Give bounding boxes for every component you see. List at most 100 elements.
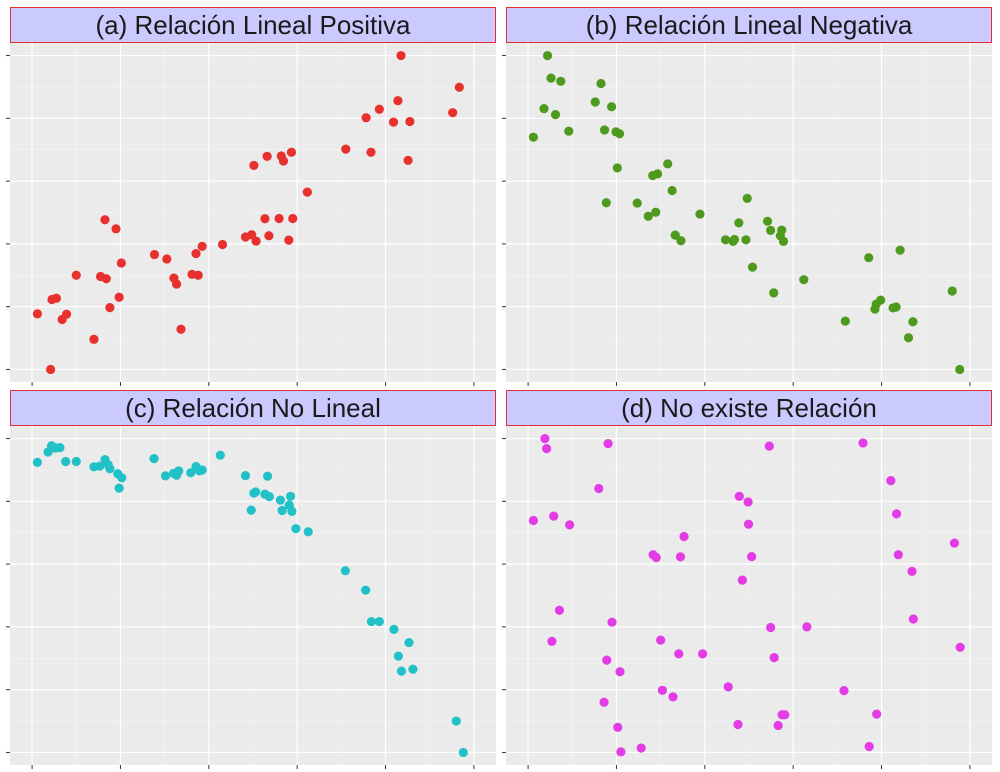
scatter-point-b-3 (546, 73, 556, 83)
scatter-point-d-22 (675, 552, 686, 562)
facet-strip-a: (a) Relación Lineal Positiva (10, 7, 496, 43)
scatter-point-b-18 (651, 207, 661, 217)
scatter-point-d-41 (864, 741, 874, 752)
scatter-point-c-33 (277, 505, 287, 516)
scatter-point-d-40 (858, 438, 868, 448)
scatter-point-d-23 (679, 531, 689, 542)
scatter-point-b-46 (895, 245, 905, 255)
scatter-point-d-20 (668, 692, 678, 702)
scatter-point-a-46 (403, 155, 413, 165)
scatter-point-d-12 (613, 722, 623, 732)
scatter-point-b-11 (606, 102, 617, 112)
scatter-point-d-3 (547, 636, 557, 646)
scatter-point-c-6 (71, 456, 81, 467)
scatter-point-b-29 (741, 235, 751, 245)
scatter-point-a-6 (71, 270, 81, 280)
scatter-point-b-16 (643, 211, 653, 221)
scatter-point-c-36 (287, 506, 297, 516)
scatter-point-c-26 (246, 505, 256, 515)
scatter-point-a-5 (61, 309, 72, 319)
scatter-point-a-23 (197, 241, 207, 251)
scatter-point-d-30 (743, 519, 754, 529)
scatter-point-a-31 (264, 231, 274, 241)
scatter-point-a-47 (405, 116, 415, 127)
scatter-point-b-9 (599, 125, 610, 135)
scatter-point-c-30 (262, 471, 273, 481)
scatter-point-c-25 (240, 470, 251, 481)
scatter-point-a-48 (448, 108, 458, 118)
scatter-point-b-31 (747, 262, 758, 272)
scatter-point-c-16 (160, 471, 171, 481)
scatter-point-d-43 (886, 476, 896, 486)
scatter-point-a-1 (46, 364, 56, 375)
scatter-point-d-26 (733, 719, 743, 730)
scatter-point-c-11 (105, 464, 115, 474)
scatter-point-a-49 (454, 82, 464, 92)
scatter-point-a-10 (101, 274, 111, 284)
scatter-point-d-7 (594, 483, 604, 494)
scatter-point-a-24 (217, 239, 228, 250)
scatter-point-c-32 (275, 495, 285, 505)
scatter-point-c-8 (95, 461, 105, 471)
scatter-point-d-45 (893, 550, 903, 560)
facet-strip-d: (d) No existe Relación (506, 390, 992, 426)
scatter-point-a-3 (51, 293, 61, 303)
scatter-point-c-44 (393, 651, 403, 661)
scatter-point-b-30 (742, 193, 752, 203)
scatter-point-a-13 (114, 292, 124, 302)
facet-title-a: (a) Relación Lineal Positiva (95, 9, 411, 40)
scatter-point-c-23 (197, 465, 207, 475)
scatter-point-d-34 (769, 653, 779, 663)
scatter-point-d-49 (955, 642, 965, 652)
scatter-point-c-49 (458, 747, 468, 758)
scatter-point-c-48 (451, 716, 461, 726)
facet-title-c: (c) Relación No Lineal (125, 392, 381, 423)
scatter-point-a-22 (193, 270, 203, 280)
scatter-point-d-33 (766, 622, 776, 633)
scatter-point-d-44 (891, 509, 902, 519)
scatter-point-d-37 (780, 710, 790, 720)
scatter-point-c-41 (366, 616, 377, 627)
scatter-point-b-21 (667, 185, 677, 196)
scatter-point-b-25 (720, 235, 731, 245)
scatter-point-c-15 (149, 454, 159, 464)
scatter-point-d-17 (651, 552, 661, 563)
scatter-point-a-19 (176, 324, 186, 334)
scatter-panel-c (6, 426, 496, 769)
scatter-point-d-31 (747, 551, 757, 562)
scatter-point-a-39 (341, 144, 351, 154)
scatter-point-d-0 (528, 515, 538, 526)
scatter-point-b-13 (612, 163, 622, 173)
scatter-point-d-5 (554, 605, 565, 615)
scatter-point-c-38 (303, 527, 313, 537)
scatter-point-a-29 (260, 214, 270, 224)
scatter-point-a-18 (171, 279, 182, 289)
scatter-point-b-15 (632, 198, 642, 208)
scatter-point-d-47 (908, 614, 918, 624)
scatter-point-b-6 (564, 126, 574, 136)
scatter-point-a-12 (111, 224, 121, 234)
scatter-point-b-19 (652, 169, 663, 179)
scatter-point-a-43 (388, 117, 399, 127)
scatter-point-c-4 (55, 443, 65, 453)
scatter-point-a-45 (396, 50, 406, 61)
scatter-point-a-34 (278, 156, 289, 166)
scatter-point-a-37 (288, 213, 298, 224)
scatter-point-d-15 (636, 743, 646, 753)
scatter-point-b-22 (670, 230, 680, 240)
scatter-point-d-46 (907, 566, 917, 576)
scatter-point-a-40 (361, 113, 371, 123)
scatter-point-b-33 (766, 225, 776, 235)
scatter-point-a-42 (374, 104, 384, 114)
scatter-point-b-2 (542, 50, 553, 61)
scatter-point-d-38 (802, 622, 812, 632)
scatter-point-d-39 (839, 686, 849, 696)
scatter-point-d-8 (599, 697, 609, 707)
scatter-point-d-35 (773, 720, 783, 731)
scatter-point-a-0 (32, 309, 42, 319)
scatter-panel-a (6, 43, 496, 386)
scatter-point-c-42 (374, 616, 384, 627)
scatter-point-a-9 (100, 215, 110, 225)
scatter-point-d-10 (603, 438, 613, 449)
scatter-point-a-35 (284, 235, 294, 245)
